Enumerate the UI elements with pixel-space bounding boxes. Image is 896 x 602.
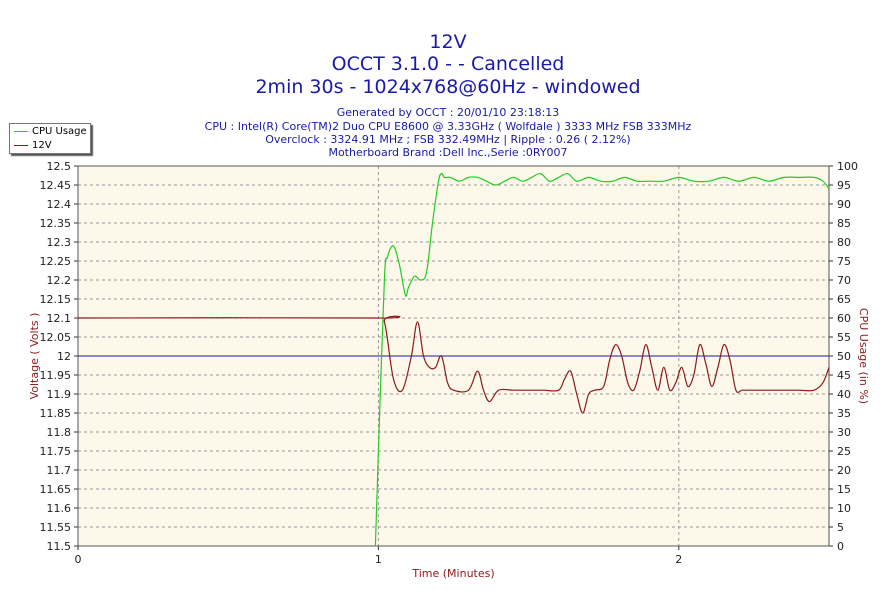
y-left-tick-label: 12.35	[40, 217, 72, 230]
y-right-tick-label: 45	[837, 369, 851, 382]
y-left-tick-label: 11.85	[40, 407, 72, 420]
x-tick-label: 1	[375, 553, 382, 566]
y-left-tick-label: 12.45	[40, 179, 72, 192]
legend-item-12v: 12V	[10, 139, 90, 152]
legend-label-cpu-usage: CPU Usage	[32, 126, 87, 137]
y-right-tick-label: 20	[837, 464, 851, 477]
y-left-tick-label: 11.7	[47, 464, 72, 477]
y-left-tick-label: 11.6	[47, 502, 72, 515]
legend-swatch-cpu-usage	[14, 131, 28, 132]
y-left-tick-label: 12.05	[40, 331, 72, 344]
y-right-tick-label: 35	[837, 407, 851, 420]
x-axis-label: Time (Minutes)	[411, 567, 494, 580]
x-tick-label: 0	[75, 553, 82, 566]
motherboard-info: Motherboard Brand :Dell Inc.,Serie :0RY0…	[328, 146, 568, 159]
y-right-tick-label: 15	[837, 483, 851, 496]
y-right-tick-label: 70	[837, 274, 851, 287]
y-right-tick-label: 25	[837, 445, 851, 458]
y-right-tick-label: 10	[837, 502, 851, 515]
y-right-tick-label: 75	[837, 255, 851, 268]
chart-subtitle-test: OCCT 3.1.0 - - Cancelled	[331, 53, 565, 75]
y-left-tick-label: 12.15	[40, 293, 72, 306]
chart-subtitle-duration: 2min 30s - 1024x768@60Hz - windowed	[255, 76, 641, 98]
y-left-tick-label: 11.9	[47, 388, 72, 401]
y-left-tick-label: 11.75	[40, 445, 72, 458]
legend-swatch-12v	[14, 145, 28, 146]
y-right-tick-label: 55	[837, 331, 851, 344]
y-right-tick-label: 50	[837, 350, 851, 363]
x-tick-label: 2	[675, 553, 682, 566]
legend-item-cpu-usage: CPU Usage	[10, 125, 90, 138]
chart-title: 12V	[429, 31, 467, 53]
y-right-tick-label: 80	[837, 236, 851, 249]
y-left-tick-label: 12	[57, 350, 71, 363]
y-right-axis-label: CPU Usage (in %)	[857, 308, 870, 404]
y-right-tick-label: 100	[837, 160, 858, 173]
y-right-tick-label: 5	[837, 521, 844, 534]
y-left-tick-label: 11.65	[40, 483, 72, 496]
y-left-tick-label: 12.2	[47, 274, 72, 287]
y-right-tick-label: 90	[837, 198, 851, 211]
y-right-tick-label: 85	[837, 217, 851, 230]
series-line-cpu-usage	[374, 172, 830, 547]
y-left-tick-label: 12.3	[47, 236, 72, 249]
y-left-tick-label: 11.8	[47, 426, 72, 439]
y-left-tick-label: 11.5	[47, 540, 72, 553]
y-right-tick-label: 0	[837, 540, 844, 553]
y-right-tick-label: 65	[837, 293, 851, 306]
y-left-tick-label: 12.25	[40, 255, 72, 268]
series-line-12v	[77, 315, 830, 414]
cpu-info: CPU : Intel(R) Core(TM)2 Duo CPU E8600 @…	[204, 120, 692, 133]
chart-legend: CPU Usage 12V	[9, 123, 91, 154]
y-left-tick-label: 11.55	[40, 521, 72, 534]
legend-label-12v: 12V	[32, 140, 52, 151]
y-left-tick-label: 12.4	[47, 198, 72, 211]
y-left-tick-label: 11.95	[40, 369, 72, 382]
y-right-tick-label: 30	[837, 426, 851, 439]
generated-info: Generated by OCCT : 20/01/10 23:18:13	[336, 106, 560, 119]
y-right-tick-label: 60	[837, 312, 851, 325]
y-left-axis-label: Voltage ( Volts )	[28, 313, 41, 400]
y-right-tick-label: 95	[837, 179, 851, 192]
y-left-tick-label: 12.1	[47, 312, 72, 325]
y-right-tick-label: 40	[837, 388, 851, 401]
y-left-tick-label: 12.5	[47, 160, 72, 173]
overclock-info: Overclock : 3324.91 MHz ; FSB 332.49MHz …	[265, 133, 631, 146]
